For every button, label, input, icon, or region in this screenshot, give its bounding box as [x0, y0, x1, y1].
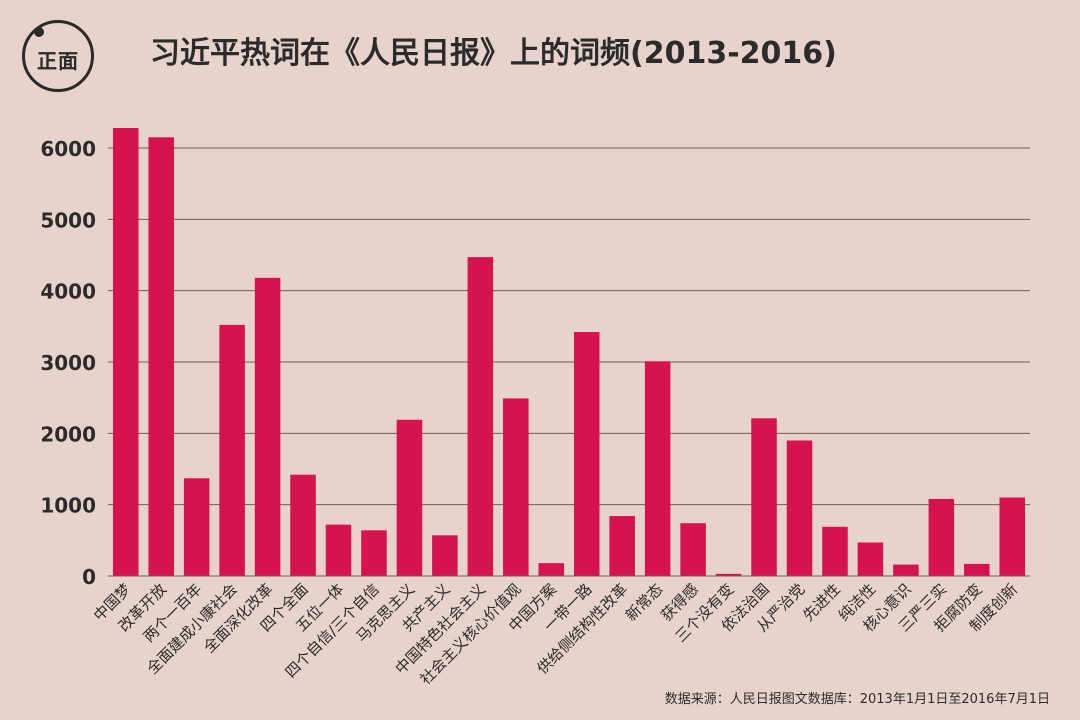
y-tick-label: 0	[82, 565, 96, 589]
bar	[964, 563, 990, 576]
y-tick-label: 4000	[40, 280, 96, 304]
y-tick-label: 5000	[40, 208, 96, 232]
bar	[219, 324, 245, 576]
bar	[928, 498, 955, 576]
bar	[822, 526, 848, 576]
y-tick-label: 6000	[40, 137, 96, 161]
bar	[609, 516, 635, 576]
bar	[999, 497, 1026, 576]
bar	[290, 474, 316, 576]
chart-title: 习近平热词在《人民日报》上的词频(2013-2016)	[150, 36, 837, 71]
bar	[467, 257, 494, 576]
bar	[396, 419, 423, 576]
bar	[893, 564, 919, 576]
bar	[325, 524, 352, 576]
bar	[432, 535, 458, 576]
y-tick-label: 1000	[40, 494, 96, 518]
bar	[112, 128, 139, 576]
bar	[857, 542, 884, 576]
bar	[254, 277, 281, 576]
bar	[644, 361, 671, 576]
bar	[503, 398, 529, 576]
bar	[183, 478, 210, 576]
x-tick-label: 新常态	[622, 580, 667, 625]
y-tick-label: 3000	[40, 351, 96, 375]
y-tick-label: 2000	[40, 422, 96, 446]
bar	[751, 418, 777, 576]
logo: 正面	[22, 20, 94, 92]
bar	[361, 530, 387, 576]
bar	[786, 440, 813, 576]
logo-text: 正面	[37, 49, 79, 73]
bar	[680, 523, 706, 576]
bar	[715, 573, 742, 576]
bar	[573, 332, 600, 576]
logo-dot-icon	[34, 27, 44, 37]
bar	[148, 137, 174, 577]
data-source-note: 数据来源：人民日报图文数据库：2013年1月1日至2016年7月1日	[664, 692, 1050, 707]
x-tick-label: 先进性	[799, 580, 844, 625]
bar	[538, 563, 565, 576]
